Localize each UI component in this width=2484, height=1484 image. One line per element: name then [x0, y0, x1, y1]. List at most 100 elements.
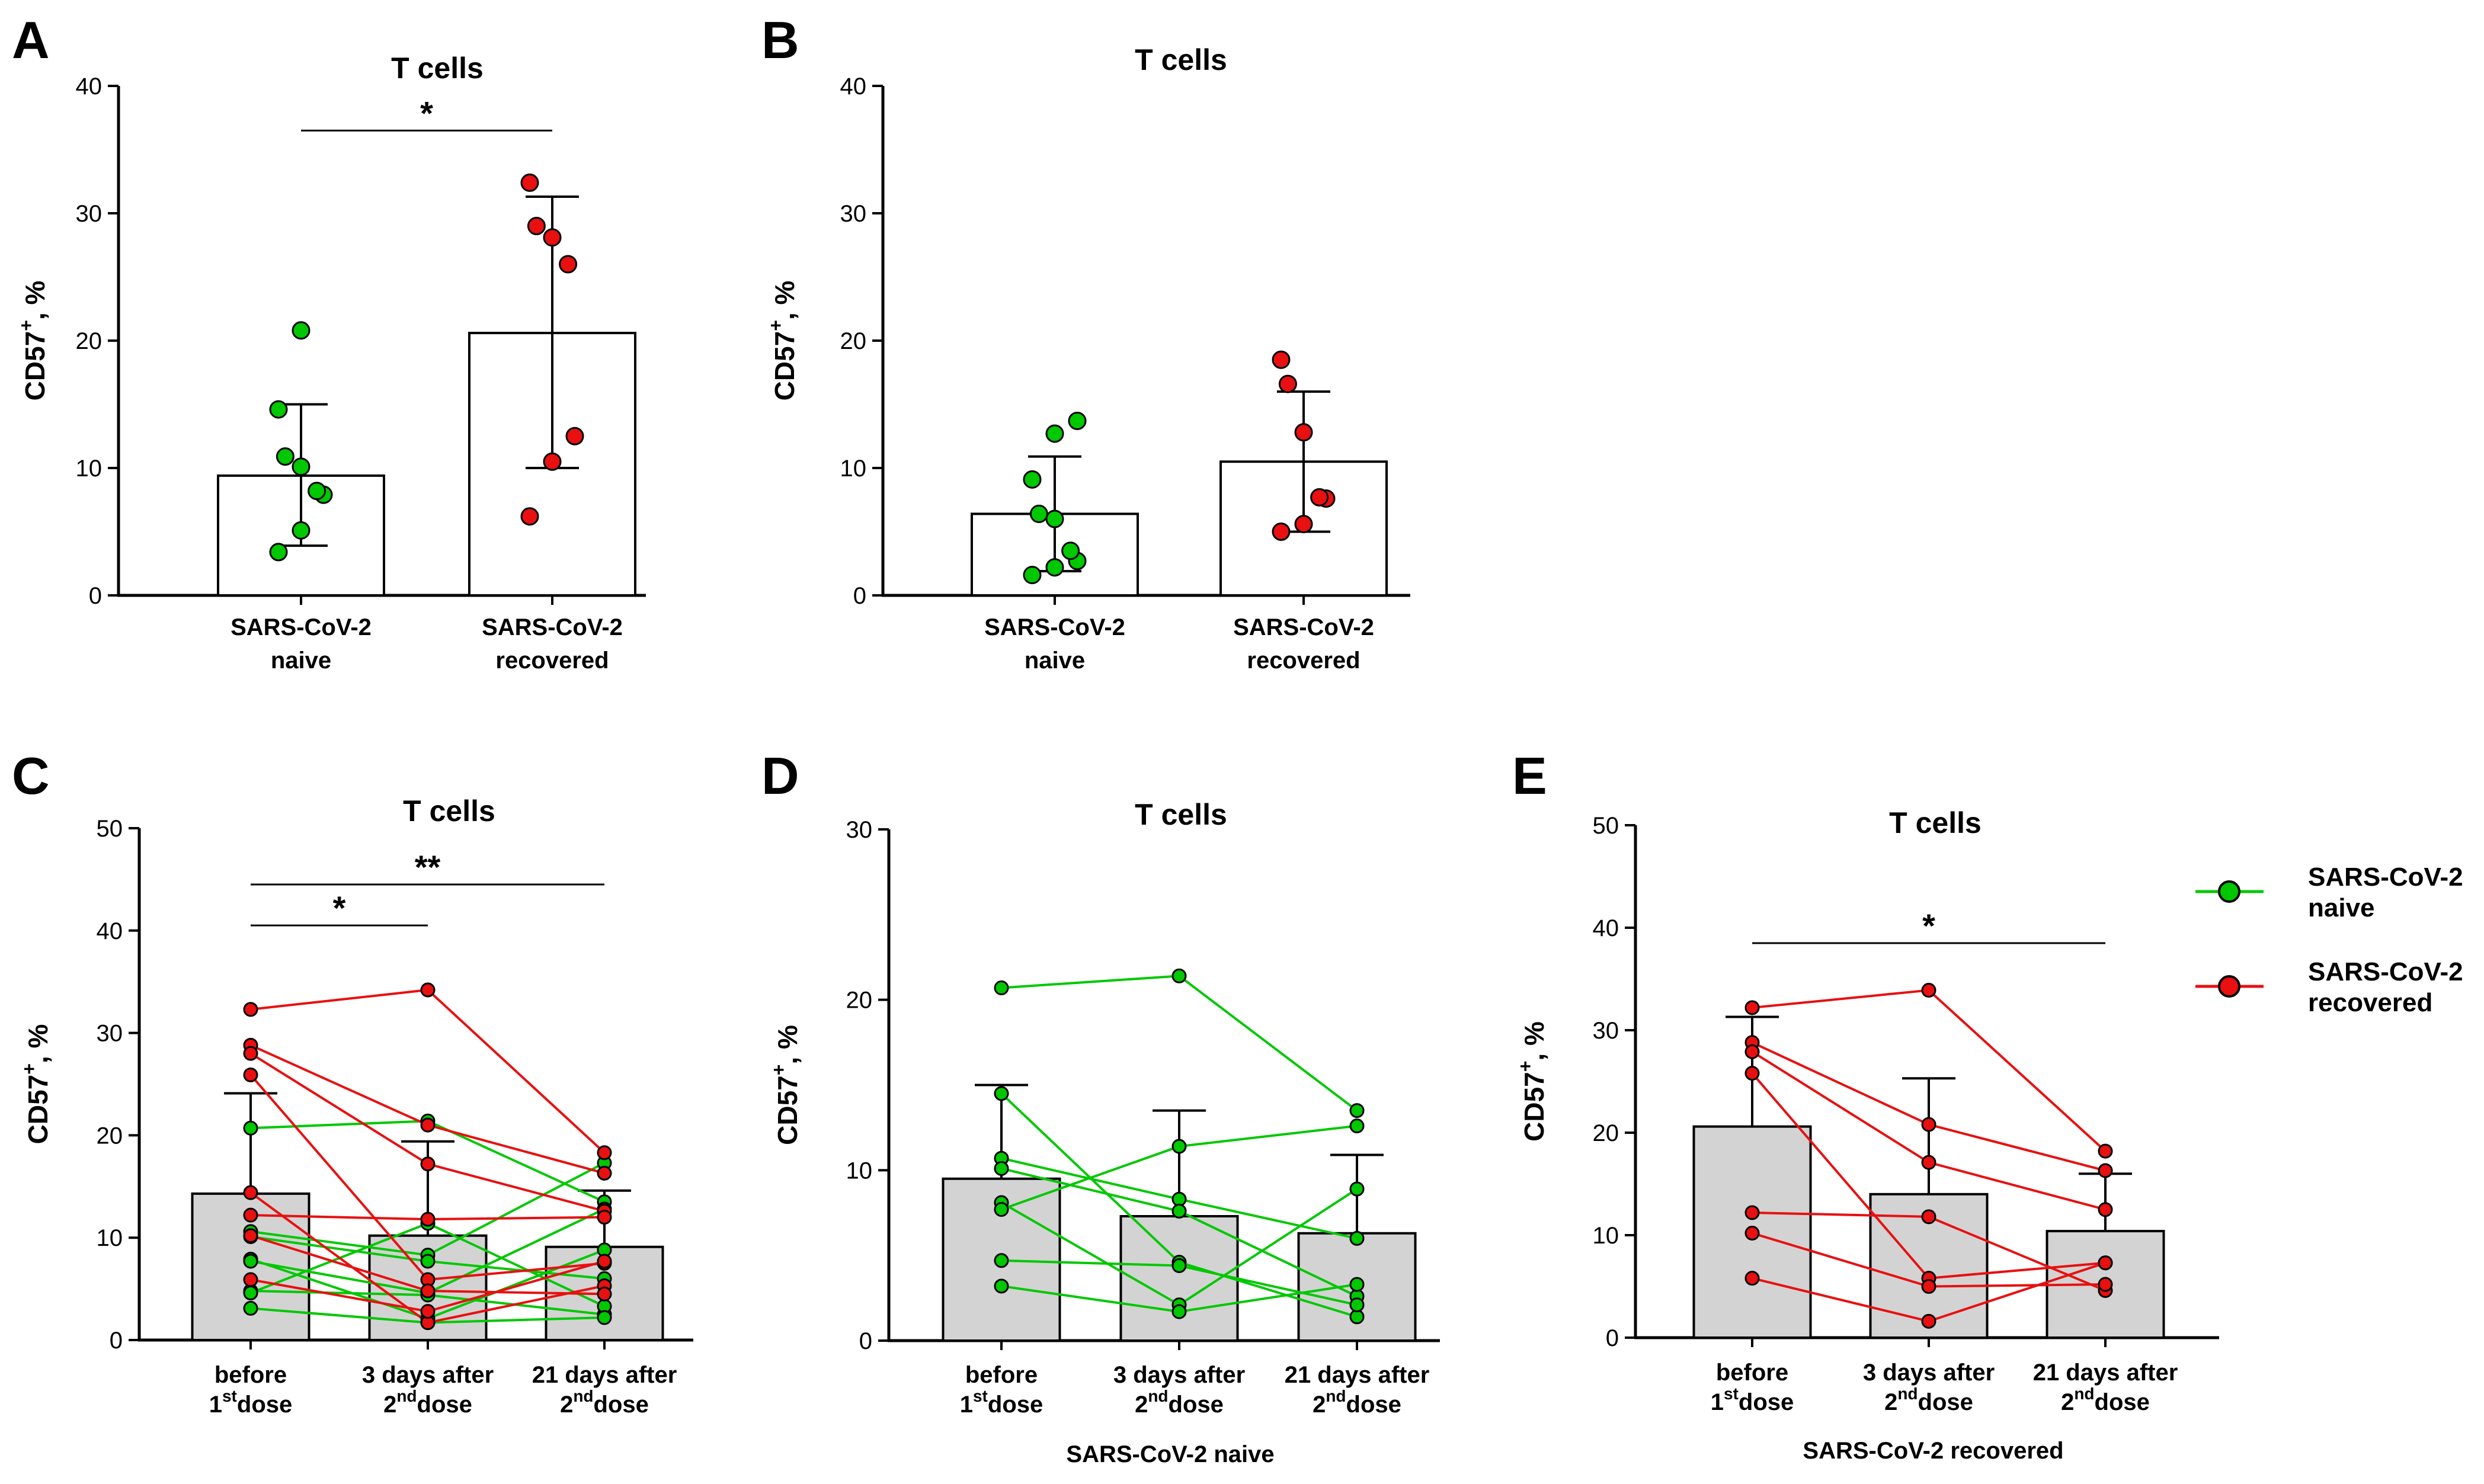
y-label-sup: + — [1515, 1061, 1536, 1072]
data-point — [994, 1278, 1009, 1294]
x-category-label: 2nddose — [383, 1387, 472, 1418]
x-category-label: 21 days after — [532, 1362, 677, 1388]
data-point — [520, 173, 539, 192]
data-point — [1349, 1181, 1365, 1197]
x-category-label: before — [1716, 1360, 1788, 1386]
data-point — [2098, 1143, 2113, 1159]
data-point — [1294, 515, 1313, 534]
legend-label: SARS-CoV-2 — [2308, 863, 2463, 892]
category-pre: 2 — [2061, 1389, 2074, 1415]
data-point — [1171, 968, 1187, 983]
panel-letter: D — [761, 746, 799, 805]
data-point — [597, 1145, 612, 1161]
data-point — [1921, 1313, 1936, 1329]
x-category-label: 2nddose — [560, 1387, 649, 1418]
data-point — [243, 1046, 258, 1061]
y-tick-label: 30 — [97, 1021, 123, 1047]
y-tick-label: 10 — [76, 456, 103, 482]
data-point — [565, 427, 584, 445]
data-point — [1744, 1226, 1760, 1241]
data-point — [420, 1156, 436, 1172]
x-category-label: 21 days after — [2033, 1360, 2178, 1386]
category-pre: 2 — [1313, 1392, 1326, 1418]
data-point — [243, 1300, 258, 1316]
data-point — [1045, 424, 1064, 443]
y-label-main: CD57 — [23, 1075, 53, 1145]
y-label-main: CD57 — [772, 1075, 803, 1145]
data-point — [1921, 1155, 1936, 1170]
x-category-label: SARS-CoV-2 — [231, 614, 372, 640]
data-point — [1171, 1203, 1187, 1219]
data-point — [597, 1310, 612, 1325]
category-post: dose — [417, 1392, 472, 1418]
y-tick-label: 0 — [110, 1328, 123, 1354]
data-point — [1272, 523, 1291, 541]
category-sup: nd — [1326, 1387, 1346, 1405]
legend-marker — [2218, 880, 2240, 903]
data-point — [2098, 1202, 2113, 1217]
chart-title: T cells — [1135, 43, 1227, 76]
data-point — [1294, 423, 1313, 442]
y-tick-label: 40 — [1593, 915, 1619, 941]
data-point — [1744, 1066, 1760, 1081]
y-tick-label: 40 — [840, 73, 867, 100]
category-sup: nd — [1897, 1384, 1918, 1403]
y-tick-label: 10 — [97, 1225, 123, 1251]
x-category-label: naive — [1025, 648, 1085, 674]
data-point — [1349, 1118, 1365, 1134]
data-point — [292, 457, 310, 476]
x-category-label: 2nddose — [1884, 1384, 1973, 1415]
y-tick-label: 0 — [89, 583, 102, 609]
panel-letter: C — [12, 746, 50, 805]
data-point — [420, 1304, 436, 1319]
x-category-label: 3 days after — [362, 1362, 494, 1388]
data-point — [1171, 1139, 1187, 1154]
category-pre: 2 — [1135, 1392, 1148, 1418]
data-point — [1171, 1304, 1187, 1319]
y-label-main: CD57 — [20, 331, 50, 401]
x-category-label: 3 days after — [1863, 1360, 1995, 1386]
data-point — [243, 1207, 258, 1223]
data-point — [420, 1283, 436, 1299]
paired-line — [1001, 975, 1358, 1112]
data-point — [1061, 541, 1080, 560]
category-pre: 2 — [383, 1392, 396, 1418]
data-point — [2098, 1163, 2113, 1178]
y-axis-label: CD57+, % — [765, 281, 800, 401]
data-point — [1023, 470, 1042, 489]
data-point — [543, 452, 562, 471]
y-tick-label: 0 — [859, 1328, 872, 1354]
y-axis-label: CD57+, % — [15, 281, 50, 401]
significance-label: * — [1922, 907, 1935, 944]
data-point — [243, 1254, 258, 1269]
category-pre: 1 — [209, 1392, 222, 1418]
category-sup: nd — [573, 1387, 593, 1405]
x-category-label: 2nddose — [1135, 1387, 1224, 1418]
data-point — [243, 1286, 258, 1301]
y-label-sup: + — [18, 1063, 40, 1075]
data-point — [1744, 1205, 1760, 1220]
y-label-tail: , % — [772, 1025, 803, 1064]
x-category-label: before — [215, 1362, 287, 1388]
x-category-label: recovered — [495, 648, 609, 674]
y-tick-label: 20 — [1593, 1120, 1619, 1146]
x-category-label: 2nddose — [2061, 1384, 2150, 1415]
category-sup: nd — [396, 1387, 417, 1405]
data-point — [1349, 1103, 1365, 1118]
y-label-main: CD57 — [769, 331, 800, 401]
data-point — [1029, 504, 1048, 523]
y-tick-label: 20 — [76, 328, 103, 354]
legend-marker — [2218, 975, 2240, 998]
legend-label: SARS-CoV-2 — [2308, 957, 2463, 986]
data-point — [292, 321, 310, 340]
data-point — [1068, 411, 1087, 430]
category-sup: st — [973, 1387, 988, 1405]
category-sup: st — [1724, 1384, 1739, 1403]
data-point — [269, 400, 288, 419]
data-point — [597, 1210, 612, 1225]
category-pre: 2 — [560, 1392, 573, 1418]
category-post: dose — [1918, 1389, 1973, 1415]
x-category-label: 1stdose — [209, 1387, 293, 1418]
category-sup: nd — [1148, 1387, 1168, 1405]
